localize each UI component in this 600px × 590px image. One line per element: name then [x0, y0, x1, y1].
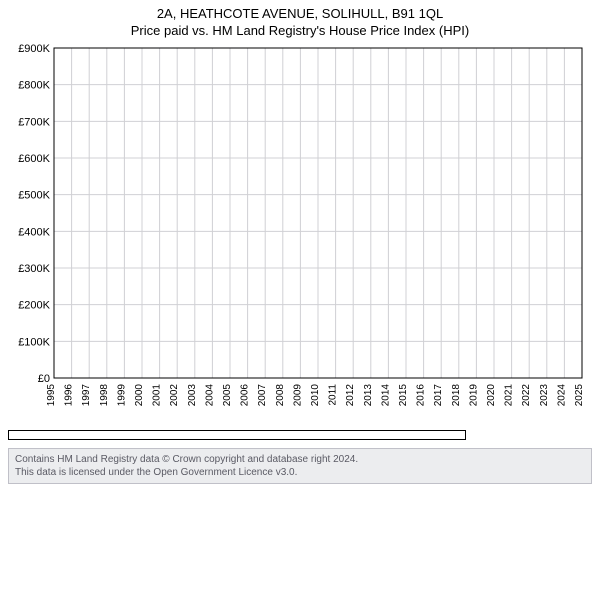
chart-titles: 2A, HEATHCOTE AVENUE, SOLIHULL, B91 1QL … — [8, 6, 592, 38]
x-tick-label: 2013 — [363, 384, 374, 407]
x-tick-label: 2020 — [486, 384, 497, 407]
chart-title: 2A, HEATHCOTE AVENUE, SOLIHULL, B91 1QL — [8, 6, 592, 21]
y-tick-label: £200K — [18, 300, 50, 312]
x-tick-label: 2012 — [345, 384, 356, 407]
x-tick-label: 2000 — [134, 384, 145, 407]
x-tick-label: 1997 — [81, 384, 92, 407]
footer-line-2: This data is licensed under the Open Gov… — [15, 466, 585, 479]
y-tick-label: £400K — [18, 226, 50, 238]
price-chart: £0 £100K £200K £300K £400K £500K £600K £700K £80… — [8, 44, 592, 424]
x-tick-label: 2007 — [257, 384, 268, 407]
x-tick-label: 2016 — [416, 384, 427, 407]
page-container: 2A, HEATHCOTE AVENUE, SOLIHULL, B91 1QL … — [0, 0, 600, 590]
x-tick-label: 2005 — [222, 384, 233, 407]
y-tick-label: £0 — [38, 373, 50, 385]
x-tick-label: 2003 — [187, 384, 198, 407]
x-tick-label: 2002 — [169, 384, 180, 407]
footer-line-1: Contains HM Land Registry data © Crown c… — [15, 453, 585, 466]
x-tick-label: 2011 — [328, 384, 339, 406]
x-tick-label: 2024 — [556, 384, 567, 407]
chart-subtitle: Price paid vs. HM Land Registry's House … — [8, 23, 592, 38]
legend-box — [8, 430, 466, 440]
y-tick-label: £100K — [18, 336, 50, 348]
x-tick-label: 1996 — [64, 384, 75, 407]
x-tick-label: 2017 — [433, 384, 444, 407]
x-tick-label: 2008 — [275, 384, 286, 407]
x-tick-label: 2025 — [574, 384, 585, 407]
x-tick-label: 2015 — [398, 384, 409, 407]
x-tick-label: 2009 — [292, 384, 303, 407]
y-tick-label: £900K — [18, 44, 50, 55]
y-tick-label: £300K — [18, 263, 50, 275]
x-tick-label: 2021 — [504, 384, 515, 407]
x-tick-label: 1998 — [99, 384, 110, 407]
x-tick-label: 2014 — [380, 384, 391, 407]
chart-area: £0 £100K £200K £300K £400K £500K £600K £700K £80… — [8, 44, 592, 424]
y-tick-label: £500K — [18, 190, 50, 202]
x-tick-label: 2022 — [521, 384, 532, 407]
y-tick-label: £800K — [18, 80, 50, 92]
x-tick-label: 1995 — [46, 384, 57, 407]
x-tick-label: 2010 — [310, 384, 321, 407]
footer-attribution: Contains HM Land Registry data © Crown c… — [8, 448, 592, 484]
x-tick-label: 2004 — [204, 384, 215, 407]
x-tick-label: 2018 — [451, 384, 462, 407]
x-tick-label: 1999 — [116, 384, 127, 407]
y-tick-label: £600K — [18, 153, 50, 165]
x-tick-label: 2019 — [468, 384, 479, 407]
y-tick-label: £700K — [18, 116, 50, 128]
x-tick-label: 2006 — [240, 384, 251, 407]
x-tick-label: 2001 — [152, 384, 163, 407]
x-tick-label: 2023 — [539, 384, 550, 407]
